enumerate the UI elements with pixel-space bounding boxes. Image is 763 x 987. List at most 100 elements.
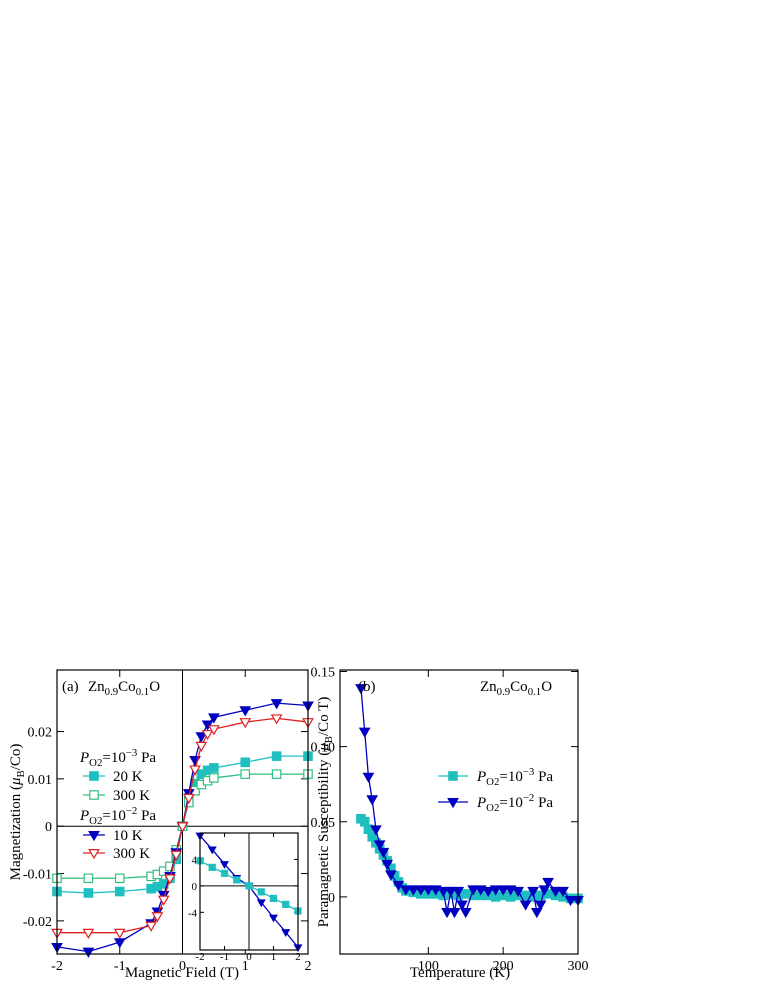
marker [519, 900, 532, 911]
marker [113, 928, 126, 939]
text-part: O [149, 679, 160, 695]
marker [209, 763, 219, 773]
legend-header: PO2=10−2 Pa [79, 805, 156, 827]
marker [83, 873, 94, 884]
marker [256, 899, 266, 908]
marker [444, 886, 457, 898]
y-tick-label: 0 [328, 891, 335, 906]
y-tick-label: 4 [192, 854, 198, 866]
legend-label: 300 K [113, 846, 150, 862]
marker [355, 684, 367, 695]
marker [549, 886, 562, 898]
x-axis-label: Magnetic Field (T) [125, 965, 239, 981]
text-part: =10 [499, 769, 522, 785]
text-part: =10 [102, 808, 125, 824]
marker [157, 895, 170, 906]
marker [482, 886, 495, 898]
marker [201, 729, 214, 741]
marker [240, 757, 251, 768]
marker [467, 885, 480, 896]
marker [441, 907, 453, 919]
text-part: 0.1 [528, 686, 542, 698]
marker [170, 850, 183, 861]
x-tick-label: 300 [568, 959, 589, 974]
marker [151, 912, 164, 923]
legend-label: 300 K [113, 788, 150, 804]
x-tick-label: 1 [271, 951, 277, 963]
text-part: Pa [137, 808, 156, 824]
y-axis-label: Magnetization (μB/Co) [8, 744, 27, 881]
marker [220, 869, 229, 877]
marker [195, 741, 208, 752]
marker [220, 861, 229, 869]
text-part: O2 [89, 757, 102, 769]
marker [182, 793, 195, 805]
marker [281, 929, 291, 937]
marker [385, 870, 397, 881]
y-tick-label: 0.01 [28, 773, 53, 788]
y-tick-label: 0.10 [311, 741, 336, 756]
x-tick-label: -1 [220, 951, 229, 963]
marker [271, 769, 282, 779]
marker [239, 706, 252, 717]
marker [114, 873, 125, 884]
marker [239, 718, 252, 729]
x-tick-label: -2 [195, 951, 204, 963]
x-tick-label: 200 [493, 959, 514, 974]
text-part: /Co T) [316, 697, 332, 736]
marker [209, 773, 219, 783]
marker [240, 769, 251, 779]
marker [208, 725, 220, 736]
marker [270, 699, 283, 710]
text-part: P [79, 808, 89, 824]
marker [422, 885, 435, 896]
y-tick-label: 0 [45, 820, 52, 835]
marker [362, 772, 375, 783]
marker [195, 732, 208, 743]
legend-header: PO2=10−3 Pa [79, 747, 156, 769]
legend-label: 10 K [113, 828, 143, 844]
x-tick-label: 100 [418, 959, 439, 974]
text-part: 0.1 [136, 686, 150, 698]
plot-area [340, 670, 578, 954]
marker [459, 907, 472, 919]
text-part: Magnetization ( [8, 785, 24, 880]
text-part: O [541, 679, 552, 695]
y-axis-label: Paramagnetic Susceptibility (μB/Co T) [316, 697, 335, 928]
x-tick-label: 1 [242, 959, 249, 974]
marker [164, 874, 176, 885]
marker [114, 886, 125, 897]
text-part: Zn [88, 679, 105, 695]
y-tick-label: -0.01 [23, 868, 52, 883]
y-tick-label: 0 [192, 881, 198, 893]
text-part: Paramagnetic Susceptibility ( [316, 751, 332, 928]
frame [56, 669, 309, 955]
y-tick-label: -0.02 [23, 915, 52, 930]
marker [233, 876, 241, 884]
marker [83, 888, 94, 898]
text-part: μ [8, 777, 24, 786]
x-tick-label: -2 [51, 959, 63, 974]
marker [176, 822, 189, 833]
marker [377, 847, 390, 859]
legend-marker [447, 798, 459, 809]
x-tick-label: 2 [295, 951, 301, 963]
legend-marker [89, 790, 99, 800]
y-tick-label: 0.05 [311, 816, 336, 831]
marker [497, 885, 510, 896]
marker [269, 894, 278, 903]
text-part: P [476, 795, 486, 811]
marker [414, 885, 427, 896]
text-part: Zn [480, 679, 497, 695]
marker [270, 714, 283, 725]
text-part: B [323, 736, 335, 743]
marker [534, 900, 547, 911]
marker [282, 900, 290, 908]
marker [208, 713, 220, 724]
text-part: /Co) [8, 744, 24, 771]
marker [542, 877, 554, 889]
annotation: Zn0.9Co0.1O [480, 679, 552, 698]
legend-marker [89, 771, 99, 781]
legend-marker [88, 831, 100, 842]
